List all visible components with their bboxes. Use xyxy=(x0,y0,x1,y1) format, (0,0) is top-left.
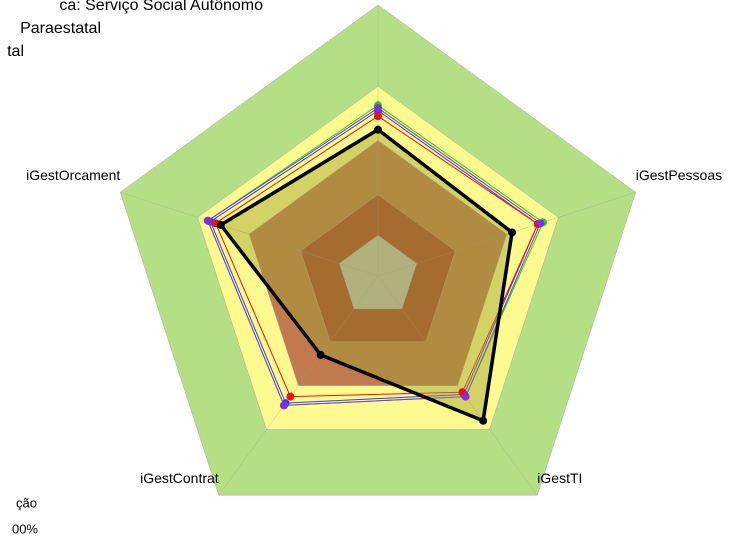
series-point xyxy=(479,416,488,425)
series-point xyxy=(461,392,470,401)
series-point xyxy=(374,112,382,121)
spoke xyxy=(218,275,379,496)
legend-text: Paraestatal xyxy=(20,20,101,37)
series-point xyxy=(508,228,517,237)
series-point xyxy=(286,392,295,401)
series-point xyxy=(216,220,225,229)
legend-text: ca: Serviço Social Autônomo xyxy=(59,0,263,14)
spoke xyxy=(120,192,379,277)
axis-label: iGestContrat xyxy=(140,470,219,486)
spoke xyxy=(377,192,636,277)
series-point xyxy=(203,216,212,225)
axis-label: iGestPessoas xyxy=(636,167,722,183)
series-point xyxy=(536,219,545,228)
axis-label: iGestOrcament xyxy=(26,167,120,183)
series-line xyxy=(207,107,541,406)
series-line xyxy=(218,127,514,424)
series-point xyxy=(374,125,382,134)
series-line xyxy=(209,110,539,404)
footer-text: 00% xyxy=(12,521,38,536)
spoke xyxy=(377,275,538,496)
axis-label: iGestTI xyxy=(537,470,582,486)
footer-text: ção xyxy=(16,495,37,510)
series-point xyxy=(316,350,325,359)
series-point xyxy=(374,103,382,112)
series-line xyxy=(215,115,539,398)
series-point xyxy=(280,401,289,410)
legend-text: tal xyxy=(7,43,24,60)
